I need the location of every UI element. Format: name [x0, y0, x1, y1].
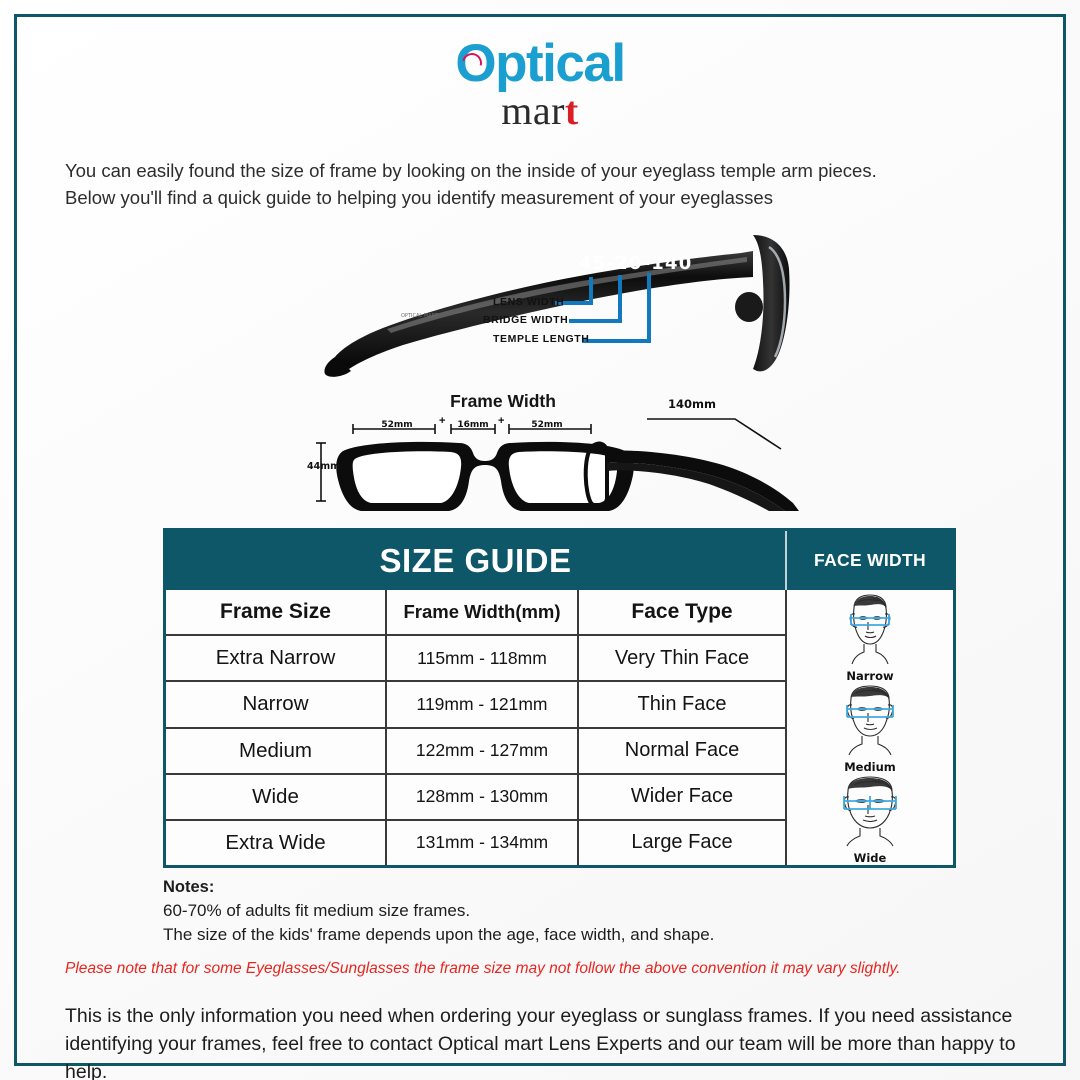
- temple-arm-side-shadow: [607, 462, 785, 511]
- notes-line-1: 60-70% of adults fit medium size frames.: [163, 901, 471, 920]
- cell-face-type: Thin Face: [637, 692, 727, 715]
- brand-t-accent: t: [564, 88, 579, 133]
- front-and-temple-diagram-svg: [316, 418, 799, 511]
- face-caption: Wide: [853, 851, 887, 865]
- narrow-face-icon: [849, 594, 891, 665]
- lens-edge-line: [768, 245, 787, 358]
- left-lens-shape: [352, 451, 462, 503]
- face-icon-narrow: Narrow: [828, 592, 912, 683]
- frame-width-title: Frame Width: [450, 391, 556, 411]
- callout-leader-lines: [555, 273, 651, 343]
- lens-height-value: 44mm: [307, 461, 341, 472]
- table-row: Medium 122mm - 127mm Normal Face: [166, 726, 785, 773]
- cell-frame-width: 115mm - 118mm: [385, 636, 579, 681]
- cell-frame-width: 131mm - 134mm: [385, 820, 579, 866]
- temple-side-view: [583, 441, 799, 511]
- logo-o-letter: O: [455, 34, 496, 93]
- frame-size-stamp: 45-20-140: [579, 253, 693, 274]
- cell-frame-size: Wide: [252, 784, 299, 808]
- dimension-plus-1: +: [439, 415, 446, 427]
- intro-line-1: You can easily found the size of frame b…: [65, 160, 877, 181]
- face-width-title: FACE WIDTH: [785, 531, 953, 590]
- cell-frame-width: 119mm - 121mm: [385, 682, 579, 727]
- size-guide-table: SIZE GUIDE FACE WIDTH Frame Size Frame W…: [163, 528, 956, 868]
- wide-face-icon: [843, 776, 897, 847]
- temple-length-dimension-line: [647, 418, 782, 450]
- cell-face-type: Wider Face: [630, 785, 734, 808]
- intro-line-2: Below you'll find a quick guide to helpi…: [65, 187, 773, 208]
- notes-heading: Notes:: [163, 878, 215, 896]
- cell-frame-width: 122mm - 127mm: [385, 728, 579, 773]
- face-icon-wide: Wide: [828, 774, 912, 865]
- callout-temple-length: TEMPLE LENGTH: [493, 333, 590, 345]
- arm-highlight: [387, 257, 747, 333]
- glasses-side-view-svg: OPTICAL MART: [324, 235, 790, 377]
- cell-face-type: Very Thin Face: [614, 646, 750, 669]
- cell-frame-size: Narrow: [242, 692, 309, 716]
- intro-paragraph: You can easily found the size of frame b…: [65, 157, 1025, 211]
- face-icon-medium: Medium: [828, 683, 912, 774]
- cell-frame-size: Medium: [239, 738, 312, 762]
- disclaimer-text: Please note that for some Eyeglasses/Sun…: [65, 960, 901, 977]
- frame-front-view: [336, 441, 634, 511]
- cell-frame-width: 128mm - 130mm: [385, 774, 579, 819]
- cell-face-type: Normal Face: [624, 739, 740, 762]
- notes-block: Notes: 60-70% of adults fit medium size …: [163, 875, 983, 947]
- column-header-frame-width: Frame Width(mm): [385, 590, 579, 635]
- wide-measure-bar: [843, 796, 897, 810]
- right-lens-shape: [508, 451, 618, 503]
- cell-frame-size: Extra Narrow: [215, 646, 336, 670]
- hinge-shape: [735, 292, 763, 322]
- lens-width-left-value: 52mm: [381, 420, 413, 430]
- medium-face-icon: [846, 685, 894, 756]
- column-header-face-type: Face Type: [631, 600, 733, 624]
- table-row: Wide 128mm - 130mm Wider Face: [166, 772, 785, 819]
- closing-paragraph: This is the only information you need wh…: [65, 1005, 1016, 1080]
- bridge-width-value: 16mm: [457, 420, 489, 430]
- temple-length-value: 140mm: [668, 397, 716, 411]
- narrow-measure-bar: [850, 614, 890, 626]
- brand-name-secondary: mart: [17, 91, 1063, 131]
- arm-engraving: OPTICAL MART: [401, 313, 439, 319]
- dimension-plus-2: +: [498, 415, 505, 427]
- medium-measure-bar: [846, 705, 894, 718]
- table-body: Frame Size Frame Width(mm) Face Type Ext…: [166, 590, 953, 866]
- cell-face-type: Large Face: [631, 831, 733, 854]
- face-caption: Narrow: [846, 669, 894, 683]
- lens-width-right-value: 52mm: [531, 420, 563, 430]
- table-row: Narrow 119mm - 121mm Thin Face: [166, 680, 785, 727]
- face-caption: Medium: [844, 760, 896, 774]
- brand-name-rest: ptical: [495, 34, 626, 93]
- frame-width-dimension-lines: [352, 424, 592, 434]
- logo-o-glyph: O: [455, 34, 496, 93]
- ear-tip-shape: [324, 357, 351, 377]
- temple-arm-illustration: OPTICAL MART 45-20-140 LENS WIDTH BRIDGE…: [317, 229, 797, 379]
- size-guide-title: SIZE GUIDE: [379, 541, 572, 579]
- table-data-columns: Frame Size Frame Width(mm) Face Type Ext…: [166, 590, 785, 866]
- cell-frame-size: Extra Wide: [225, 830, 326, 854]
- temple-hinge-loop: [583, 441, 609, 509]
- face-width-column: Narrow: [785, 590, 953, 865]
- brand-mart-text: mar: [501, 88, 565, 133]
- table-title-row: SIZE GUIDE FACE WIDTH: [166, 531, 953, 590]
- table-row: Extra Narrow 115mm - 118mm Very Thin Fac…: [166, 634, 785, 681]
- lens-height-dimension-line: [316, 442, 326, 502]
- temple-arm-side-shape: [607, 450, 799, 511]
- table-row: Extra Wide 131mm - 134mm Large Face: [166, 818, 785, 866]
- callout-bridge-width: BRIDGE WIDTH: [483, 314, 569, 326]
- table-header-row: Frame Size Frame Width(mm) Face Type: [166, 590, 785, 635]
- notes-line-2: The size of the kids' frame depends upon…: [163, 925, 715, 944]
- callout-lens-width: LENS WIDTH: [493, 296, 565, 308]
- measurement-diagrams: Frame Width: [299, 391, 819, 513]
- column-header-frame-size: Frame Size: [220, 600, 331, 624]
